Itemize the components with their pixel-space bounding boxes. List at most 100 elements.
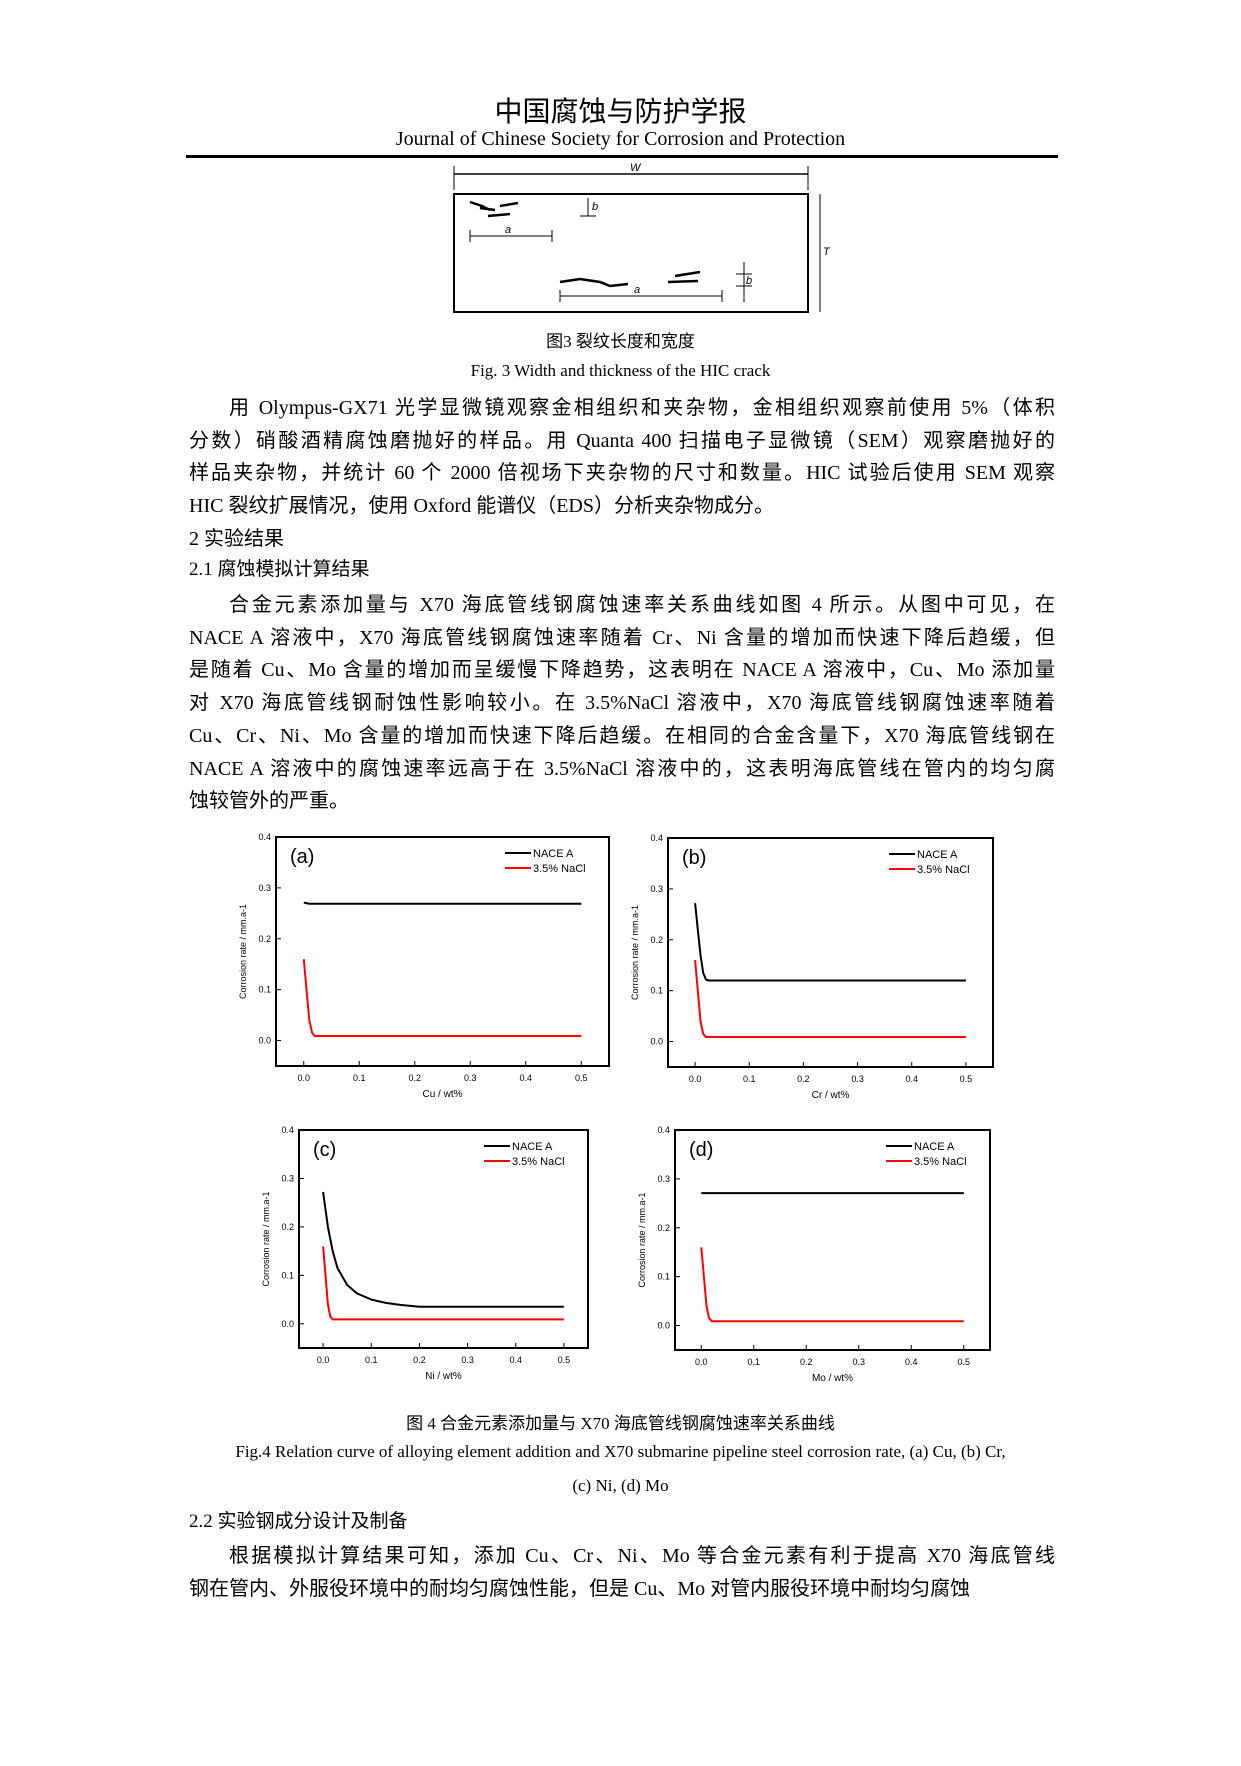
x-axis-label: Ni / wt% <box>425 1371 462 1382</box>
series-line <box>303 901 582 905</box>
section-2-1-heading: 2.1 腐蚀模拟计算结果 <box>189 559 370 580</box>
legend-label: NACE A <box>917 849 958 861</box>
fig3-caption-en: Fig. 3 Width and thickness of the HIC cr… <box>470 361 771 380</box>
x-tick-label: 0.5 <box>575 1073 588 1083</box>
legend-label: NACE A <box>914 1141 955 1153</box>
x-axis-label: Mo / wt% <box>812 1373 853 1384</box>
y-tick-label: 0.0 <box>657 1321 670 1331</box>
series-line <box>700 1247 964 1323</box>
x-tick-label: 0.0 <box>297 1073 310 1083</box>
panel-label: (b) <box>682 847 706 869</box>
label-b-top: b <box>592 201 598 213</box>
crack-bottom <box>559 270 701 288</box>
legend-label: 3.5% NaCl <box>512 1156 565 1168</box>
paragraph-line: 钢在管内、外服役环境中的耐均匀腐蚀性能，但是 Cu、Mo 对管内服役环境中耐均匀… <box>189 1577 971 1600</box>
x-tick-label: 0.5 <box>960 1074 973 1084</box>
x-tick-label: 0.2 <box>800 1357 813 1367</box>
section-2-heading: 2 实验结果 <box>189 528 284 550</box>
paragraph-line: HIC 裂纹扩展情况，使用 Oxford 能谱仪（EDS）分析夹杂物成分。 <box>189 495 774 518</box>
paragraph-line: 样品夹杂物，并统计 60 个 2000 倍视场下夹杂物的尺寸和数量。HIC 试验… <box>189 462 1055 485</box>
y-tick-label: 0.4 <box>281 1125 294 1135</box>
y-tick-label: 0.1 <box>650 986 663 996</box>
label-b-bottom: b <box>746 275 752 287</box>
paragraph-line: NACE A 溶液中的腐蚀速率远高于在 3.5%NaCl 溶液中的，这表明海底管… <box>189 757 1055 780</box>
fig4-caption-en-2: (c) Ni, (d) Mo <box>572 1476 669 1495</box>
legend-label: 3.5% NaCl <box>917 864 970 876</box>
y-tick-label: 0.4 <box>650 833 663 843</box>
x-axis-label: Cr / wt% <box>812 1090 850 1101</box>
x-tick-label: 0.4 <box>519 1073 532 1083</box>
x-tick-label: 0.5 <box>957 1357 970 1367</box>
y-tick-label: 0.1 <box>281 1270 294 1280</box>
x-tick-label: 0.1 <box>365 1355 378 1365</box>
x-tick-label: 0.5 <box>558 1355 571 1365</box>
fig4-charts: 0.0 0.1 0.2 0.3 0.4 0.5 0.0 0.1 0.2 0.3 0.4 Cu / wt… <box>238 832 994 1384</box>
legend-label: 3.5% NaCl <box>914 1156 967 1168</box>
y-tick-label: 0.3 <box>650 884 663 894</box>
y-axis-label: Corrosion rate / mm.a-1 <box>630 905 640 1000</box>
paragraph-line: Cu、Cr、Ni、Mo 含量的增加而快速下降后趋缓。在相同的合金含量下，X70 … <box>189 724 1055 747</box>
paragraph-line: 用 Olympus-GX71 光学显微镜观察金相组织和夹杂物，金相组织观察前使用… <box>229 397 1055 419</box>
chart-panel-b: 0.0 0.1 0.2 0.3 0.4 0.5 0.0 0.1 0.2 0.3 0.4 Cr / wt… <box>630 833 994 1101</box>
crack-top <box>469 200 519 218</box>
panel-label: (a) <box>290 846 314 868</box>
x-tick-label: 0.3 <box>852 1357 865 1367</box>
x-tick-label: 0.2 <box>413 1355 426 1365</box>
paragraph-line: 对 X70 海底管线钢耐蚀性影响较小。在 3.5%NaCl 溶液中，X70 海底… <box>189 692 1055 715</box>
fig3-caption-cn: 图3 裂纹长度和宽度 <box>546 332 695 351</box>
paragraph-line: 蚀较管外的严重。 <box>189 790 349 813</box>
paragraph-line: NACE A 溶液中，X70 海底管线钢腐蚀速率随着 Cr、Ni 含量的增加而快… <box>189 626 1055 649</box>
series-line <box>302 959 582 1037</box>
y-tick-label: 0.0 <box>281 1319 294 1329</box>
header-rule <box>186 155 1058 158</box>
specimen-outline <box>453 193 809 313</box>
chart-panel-c: 0.0 0.1 0.2 0.3 0.4 0.5 0.0 0.1 0.2 0.3 0.4 Ni / wt… <box>261 1125 589 1382</box>
y-tick-label: 0.2 <box>281 1222 294 1232</box>
y-axis-label: Corrosion rate / mm.a-1 <box>238 904 248 999</box>
x-tick-label: 0.4 <box>905 1074 918 1084</box>
label-a-top: a <box>505 224 511 236</box>
legend-label: 3.5% NaCl <box>533 863 586 875</box>
legend-label: NACE A <box>533 848 574 860</box>
x-axis-label: Cu / wt% <box>422 1089 462 1100</box>
fig4-caption-en-1: Fig.4 Relation curve of alloying element… <box>235 1442 1006 1461</box>
paragraph-line: 是随着 Cu、Mo 含量的增加而呈缓慢下降趋势，这表明在 NACE A 溶液中，… <box>189 659 1055 682</box>
fig4-caption-cn: 图 4 合金元素添加量与 X70 海底管线钢腐蚀速率关系曲线 <box>406 1414 835 1433</box>
section-2-2-heading: 2.2 实验钢成分设计及制备 <box>189 1511 408 1532</box>
chart-panel-a: 0.0 0.1 0.2 0.3 0.4 0.5 0.0 0.1 0.2 0.3 0.4 Cu / wt… <box>238 832 610 1100</box>
journal-title-cn: 中国腐蚀与防护学报 <box>494 97 747 128</box>
x-tick-label: 0.4 <box>509 1355 522 1365</box>
y-tick-label: 0.1 <box>258 985 271 995</box>
label-a-bottom: a <box>634 284 640 296</box>
x-tick-label: 0.3 <box>461 1355 474 1365</box>
y-axis-label: Corrosion rate / mm.a-1 <box>637 1192 647 1287</box>
series-line <box>694 902 966 982</box>
x-tick-label: 0.0 <box>695 1357 708 1367</box>
fig3-diagram: W T a b a b <box>453 162 831 313</box>
y-tick-label: 0.3 <box>281 1173 294 1183</box>
label-t: T <box>823 246 831 258</box>
y-tick-label: 0.0 <box>258 1036 271 1046</box>
y-tick-label: 0.3 <box>258 883 271 893</box>
y-tick-label: 0.2 <box>650 935 663 945</box>
plot-frame <box>674 1129 991 1351</box>
x-tick-label: 0.1 <box>747 1357 760 1367</box>
paragraph-line: 分数）硝酸酒精腐蚀磨抛好的样品。用 Quanta 400 扫描电子显微镜（SEM… <box>189 429 1055 452</box>
paragraph-line: 根据模拟计算结果可知，添加 Cu、Cr、Ni、Mo 等合金元素有利于提高 X70… <box>229 1545 1055 1567</box>
y-tick-label: 0.4 <box>258 832 271 842</box>
y-tick-label: 0.2 <box>657 1223 670 1233</box>
y-tick-label: 0.4 <box>657 1125 670 1135</box>
series-line <box>322 1246 564 1321</box>
chart-panel-d: 0.0 0.1 0.2 0.3 0.4 0.5 0.0 0.1 0.2 0.3 0.4 Mo / wt… <box>637 1125 991 1384</box>
panel-label: (c) <box>313 1139 336 1161</box>
plot-frame <box>298 1129 589 1349</box>
x-tick-label: 0.2 <box>408 1073 421 1083</box>
x-tick-label: 0.3 <box>464 1073 477 1083</box>
x-tick-label: 0.0 <box>317 1355 330 1365</box>
x-tick-label: 0.4 <box>905 1357 918 1367</box>
x-tick-label: 0.1 <box>743 1074 756 1084</box>
y-tick-label: 0.0 <box>650 1037 663 1047</box>
x-tick-label: 0.2 <box>797 1074 810 1084</box>
x-tick-label: 0.1 <box>353 1073 366 1083</box>
